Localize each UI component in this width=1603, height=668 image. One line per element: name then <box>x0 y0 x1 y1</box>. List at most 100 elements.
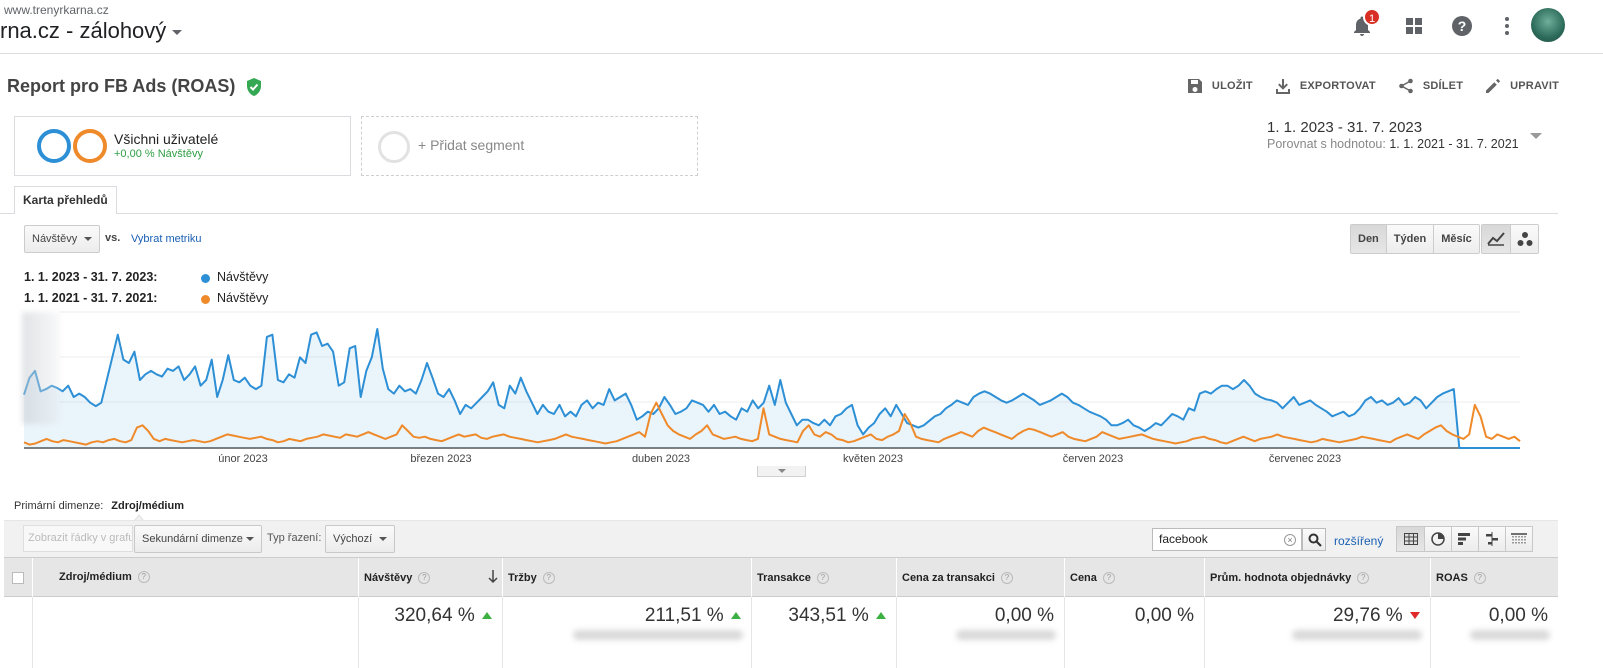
svg-text:?: ? <box>1458 18 1467 34</box>
summary-value-text: 343,51 % <box>788 605 869 626</box>
summary-value-text: 320,64 % <box>394 605 475 626</box>
summary-value: 320,64 % <box>394 605 492 627</box>
add-segment-label: + Přidat segment <box>418 137 525 153</box>
granularity-day[interactable]: Den <box>1351 225 1386 253</box>
export-label: EXPORTOVAT <box>1299 80 1376 92</box>
export-button[interactable]: EXPORTOVAT <box>1275 76 1376 96</box>
search-button[interactable] <box>1302 528 1326 551</box>
motion-chart-button[interactable] <box>1510 225 1538 253</box>
help-icon[interactable]: ? <box>542 572 555 585</box>
save-label: ULOŽIT <box>1211 80 1253 92</box>
sort-type-dropdown[interactable]: Výchozí <box>325 525 395 553</box>
column-label: Návštěvy <box>364 572 413 584</box>
compare-value: 1. 1. 2021 - 31. 7. 2021 <box>1389 137 1519 151</box>
advanced-filter-link[interactable]: rozšířený <box>1334 534 1384 548</box>
date-range-picker[interactable]: 1. 1. 2023 - 31. 7. 2023 Porovnat s hodn… <box>1267 119 1567 159</box>
help-icon[interactable]: ? <box>1357 572 1370 585</box>
legend-range: 1. 1. 2021 - 31. 7. 2021: <box>24 291 158 305</box>
select-all-checkbox[interactable] <box>12 572 24 584</box>
help-icon[interactable]: ? <box>418 572 431 585</box>
granularity-week[interactable]: Týden <box>1385 225 1434 253</box>
x-tick-label: duben 2023 <box>632 453 690 465</box>
top-app-bar: www.trenyrkarna.cz rna.cz - zálohový 1 ? <box>0 0 1603 54</box>
save-button[interactable]: ULOŽIT <box>1187 76 1253 96</box>
property-selector[interactable]: rna.cz - zálohový <box>0 18 183 44</box>
clear-search-icon[interactable]: × <box>1284 534 1296 546</box>
summary-value: 0,00 % <box>1489 605 1548 627</box>
column-cost-per-transaction[interactable]: Cena za transakci? <box>896 558 1064 598</box>
table-search-input[interactable]: facebook × <box>1152 528 1302 551</box>
summary-cell-cost: 0,00 % <box>1064 597 1204 668</box>
chart-resize-handle[interactable] <box>757 466 806 477</box>
summary-cell-sessions: 320,64 % <box>358 597 502 668</box>
notification-badge: 1 <box>1363 8 1381 26</box>
x-tick-label: březen 2023 <box>410 453 471 465</box>
series-line-1[interactable] <box>23 401 1521 446</box>
plot-rows-button[interactable]: Zobrazit řádky v grafu <box>23 525 133 552</box>
segment-rings-icon <box>37 129 107 165</box>
column-revenue[interactable]: Tržby? <box>502 558 751 598</box>
line-chart[interactable]: únor 2023 březen 2023 duben 2023 květen 202… <box>20 305 1540 480</box>
help-icon: ? <box>1452 16 1472 36</box>
edit-label: UPRAVIT <box>1510 80 1559 92</box>
column-roas[interactable]: ROAS? <box>1430 558 1558 598</box>
legend-series: Návštěvy <box>217 270 269 284</box>
blurred-y-axis-labels <box>22 312 60 424</box>
column-source-medium[interactable]: Zdroj/médium? <box>32 558 358 598</box>
page-title: Report pro FB Ads (ROAS) <box>7 76 262 97</box>
pencil-icon <box>1486 79 1501 93</box>
primary-dimension-value[interactable]: Zdroj/médium <box>111 500 184 512</box>
edit-button[interactable]: UPRAVIT <box>1485 76 1559 96</box>
summary-cell-roas: 0,00 % <box>1430 597 1558 668</box>
column-cost[interactable]: Cena? <box>1064 558 1204 598</box>
share-button[interactable]: SDÍLET <box>1398 76 1463 96</box>
report-actions: ULOŽIT EXPORTOVAT SDÍLET UPRAVIT <box>1165 76 1559 96</box>
help-icon[interactable]: ? <box>1102 572 1115 585</box>
apps-button[interactable] <box>1402 12 1430 40</box>
secondary-dimension-dropdown[interactable]: Sekundární dimenze <box>134 525 262 553</box>
verified-shield-icon <box>247 78 262 97</box>
column-label: Cena za transakci <box>902 572 995 584</box>
help-icon[interactable]: ? <box>816 572 829 585</box>
view-comparison-button[interactable] <box>1478 527 1505 551</box>
summary-value: 211,51 % <box>645 605 741 627</box>
column-transactions[interactable]: Transakce? <box>751 558 896 598</box>
legend-dot-orange <box>201 295 210 304</box>
segment-ring-orange <box>73 129 107 163</box>
series-area-0 <box>24 329 1520 448</box>
summary-cell-revenue: 211,51 % <box>502 597 751 668</box>
view-pie-button[interactable] <box>1424 527 1451 551</box>
help-icon[interactable]: ? <box>1000 572 1013 585</box>
view-data-button[interactable] <box>1397 527 1424 551</box>
metric-dropdown[interactable]: Návštěvy <box>24 225 100 253</box>
help-button[interactable]: ? <box>1450 12 1478 40</box>
trend-up-icon <box>482 612 492 620</box>
site-url: www.trenyrkarna.cz <box>4 3 109 17</box>
tab-overview[interactable]: Karta přehledů <box>14 186 117 214</box>
help-icon[interactable]: ? <box>137 571 150 584</box>
column-sessions[interactable]: Návštěvy? <box>358 558 502 598</box>
table-view-toggle <box>1396 526 1533 552</box>
more-options-button[interactable] <box>1495 12 1523 40</box>
trend-up-icon <box>876 612 886 620</box>
series-line-0[interactable] <box>23 328 1520 449</box>
x-tick-label: červen 2023 <box>1063 453 1124 465</box>
legend-series: Návštěvy <box>217 291 269 305</box>
add-segment-button[interactable]: + Přidat segment <box>361 116 698 176</box>
column-avg-order-value[interactable]: Prům. hodnota objednávky? <box>1204 558 1430 598</box>
view-performance-button[interactable] <box>1451 527 1478 551</box>
granularity-month[interactable]: Měsíc <box>1433 225 1479 253</box>
sort-type-label: Typ řazení: <box>267 532 322 544</box>
bar-chart-icon <box>1458 533 1470 545</box>
view-pivot-button[interactable] <box>1505 527 1532 551</box>
line-chart-button[interactable] <box>1482 225 1510 253</box>
pick-metric-link[interactable]: Vybrat metriku <box>131 233 202 245</box>
summary-cell-empty <box>4 597 32 668</box>
help-icon[interactable]: ? <box>1473 572 1486 585</box>
segment-all-users[interactable]: Všichni uživatelé +0,00 % Návštěvy <box>14 116 351 176</box>
notifications-button[interactable]: 1 <box>1350 8 1381 40</box>
empty-segment-ring-icon <box>378 131 410 163</box>
segment-ring-blue <box>37 129 71 163</box>
avatar[interactable] <box>1531 8 1565 42</box>
table-header: Zdroj/médium? Návštěvy? Tržby? Transakce… <box>4 557 1558 598</box>
